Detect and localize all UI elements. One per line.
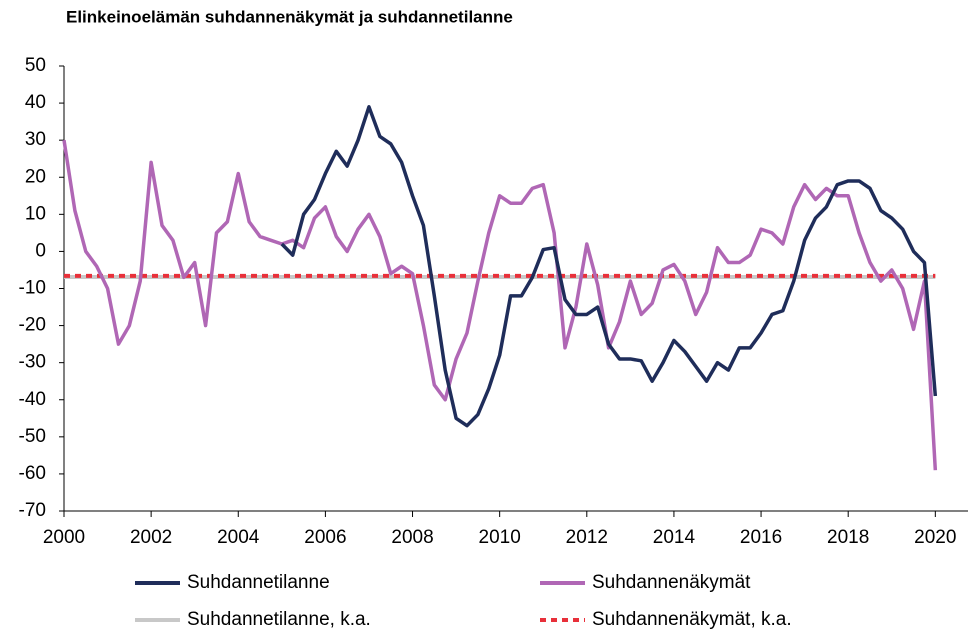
legend-label: Suhdannetilanne, k.a. [187,609,371,630]
chart-title: Elinkeinoelämän suhdannenäkymät ja suhda… [66,7,513,26]
series-line [62,139,938,471]
y-tick-label: 0 [35,240,46,261]
y-tick-label: -10 [19,278,46,299]
y-tick-label: -30 [19,352,46,373]
x-tick-label: 2002 [130,527,172,548]
x-tick-label: 2018 [827,527,869,548]
y-tick-label: 10 [25,203,46,224]
legend-label: Suhdannenäkymät, k.a. [592,609,792,630]
y-tick-label: 40 [25,92,46,113]
y-tick-label: 30 [25,129,46,150]
x-tick-label: 2010 [479,527,521,548]
x-tick-label: 2012 [566,527,608,548]
x-tick-label: 2006 [304,527,346,548]
x-tick-label: 2004 [217,527,260,548]
x-tick-label: 2016 [740,527,782,548]
y-tick-label: -60 [19,463,46,484]
x-tick-label: 2020 [914,527,956,548]
y-tick-label: -50 [19,426,46,447]
y-tick-label: -70 [19,500,46,521]
x-tick-label: 2008 [391,527,433,548]
y-tick-label: -20 [19,315,46,336]
y-tick-label: 50 [25,55,46,76]
y-tick-label: 20 [25,166,46,187]
legend-label: Suhdannetilanne [187,572,330,593]
series-line [280,105,938,428]
x-tick-label: 2014 [653,527,696,548]
y-tick-label: -40 [19,389,46,410]
x-tick-label: 2000 [43,527,85,548]
legend-label: Suhdannenäkymät [592,572,751,593]
